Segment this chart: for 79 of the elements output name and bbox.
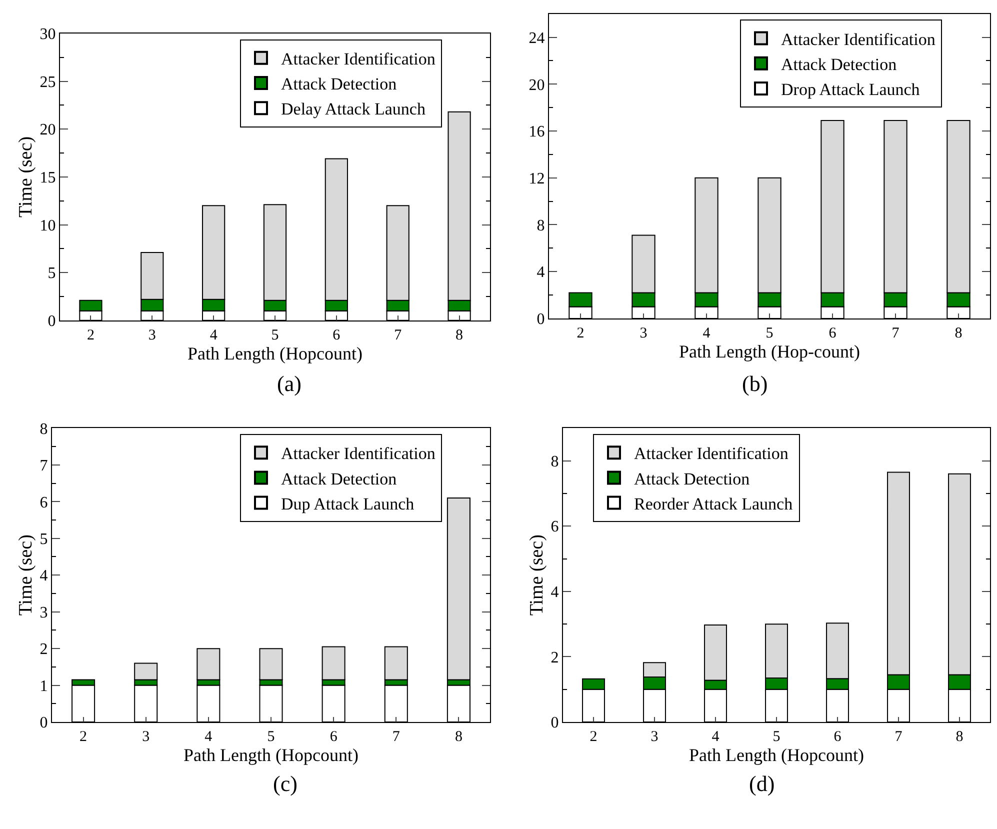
y-tick-label: 0 xyxy=(550,714,559,732)
x-tick-label: 4 xyxy=(712,729,720,746)
x-tick-label: 3 xyxy=(142,729,150,746)
x-tick-label: 6 xyxy=(828,325,837,342)
legend-label: Attack Detection xyxy=(634,469,750,488)
x-tick-label: 5 xyxy=(271,327,279,344)
x-tick-label: 8 xyxy=(456,327,464,344)
y-tick-label: 15 xyxy=(40,170,56,187)
legend-label: Attacker Identification xyxy=(781,30,936,49)
x-tick-label: 6 xyxy=(332,327,341,344)
x-tick-label: 2 xyxy=(590,729,598,746)
x-tick-label: 5 xyxy=(772,729,780,746)
x-axis-title: Path Length (Hopcount) xyxy=(188,343,362,364)
x-tick-label: 6 xyxy=(834,729,842,746)
x-tick-label: 2 xyxy=(576,325,584,342)
x-tick-label: 3 xyxy=(148,327,156,344)
y-tick-label: 2 xyxy=(40,641,48,658)
y-tick-label: 7 xyxy=(40,458,48,475)
y-tick-label: 3 xyxy=(40,604,48,622)
legend-label: Delay Attack Launch xyxy=(281,100,426,119)
y-axis-title: Time (sec) xyxy=(16,534,37,616)
x-tick-label: 7 xyxy=(892,325,900,342)
x-tick-label: 2 xyxy=(86,327,94,344)
y-axis-title: Time (sec) xyxy=(526,534,548,616)
y-tick-label: 8 xyxy=(550,453,559,470)
x-tick-label: 7 xyxy=(894,729,903,746)
x-axis-title: Path Length (Hop-count) xyxy=(679,341,860,362)
legend-label: Reorder Attack Launch xyxy=(634,494,794,514)
y-tick-label: 8 xyxy=(40,420,48,438)
y-tick-label: 16 xyxy=(528,124,545,141)
y-tick-label: 4 xyxy=(550,584,559,602)
x-tick-label: 4 xyxy=(204,729,213,746)
y-tick-label: 25 xyxy=(40,74,56,91)
text: (d) xyxy=(749,771,775,796)
x-axis-title: Path Length (Hopcount) xyxy=(689,745,864,766)
y-tick-label: 24 xyxy=(528,30,545,47)
y-tick-label: 30 xyxy=(40,26,56,44)
y-axis-title: Time (sec) xyxy=(16,136,37,218)
x-tick-label: 6 xyxy=(330,729,338,746)
text: (b) xyxy=(742,371,768,396)
y-tick-label: 12 xyxy=(528,170,545,188)
y-tick-label: 5 xyxy=(48,265,56,282)
y-tick-label: 20 xyxy=(40,122,56,139)
legend-label: Attack Detection xyxy=(281,74,398,94)
legend-label: Attack Detection xyxy=(781,55,898,74)
y-tick-label: 6 xyxy=(40,494,48,512)
legend-label: Attacker Identification xyxy=(281,50,436,69)
y-tick-label: 0 xyxy=(536,311,545,328)
x-tick-label: 4 xyxy=(702,325,711,342)
x-tick-label: 8 xyxy=(454,729,462,746)
y-tick-label: 6 xyxy=(550,518,559,536)
legend-label: Drop Attack Launch xyxy=(781,80,920,100)
x-tick-label: 5 xyxy=(267,729,275,746)
y-tick-label: 8 xyxy=(536,217,545,234)
y-tick-label: 5 xyxy=(40,530,48,548)
y-tick-label: 20 xyxy=(528,76,545,94)
legend-label: Attacker Identification xyxy=(634,444,789,464)
y-tick-label: 4 xyxy=(536,264,545,282)
legend-label: Dup Attack Launch xyxy=(281,494,415,514)
x-tick-label: 8 xyxy=(956,729,964,746)
x-tick-label: 8 xyxy=(954,325,962,342)
y-tick-label: 10 xyxy=(40,217,56,234)
text: (c) xyxy=(273,771,298,796)
y-tick-label: 4 xyxy=(40,568,48,585)
x-axis-title: Path Length (Hopcount) xyxy=(184,745,358,766)
legend-label: Attacker Identification xyxy=(281,444,436,464)
x-tick-label: 7 xyxy=(392,729,400,746)
y-tick-label: 0 xyxy=(48,313,56,330)
legend-label: Attack Detection xyxy=(281,469,398,488)
y-tick-label: 1 xyxy=(40,678,48,695)
x-tick-label: 3 xyxy=(640,325,648,342)
y-tick-label: 2 xyxy=(550,649,559,666)
x-tick-label: 2 xyxy=(80,729,88,746)
text: (a) xyxy=(277,371,302,396)
x-tick-label: 4 xyxy=(210,327,218,344)
x-tick-label: 5 xyxy=(766,325,774,342)
x-tick-label: 3 xyxy=(650,729,658,746)
y-tick-label: 0 xyxy=(40,714,48,732)
x-tick-label: 7 xyxy=(394,327,402,344)
